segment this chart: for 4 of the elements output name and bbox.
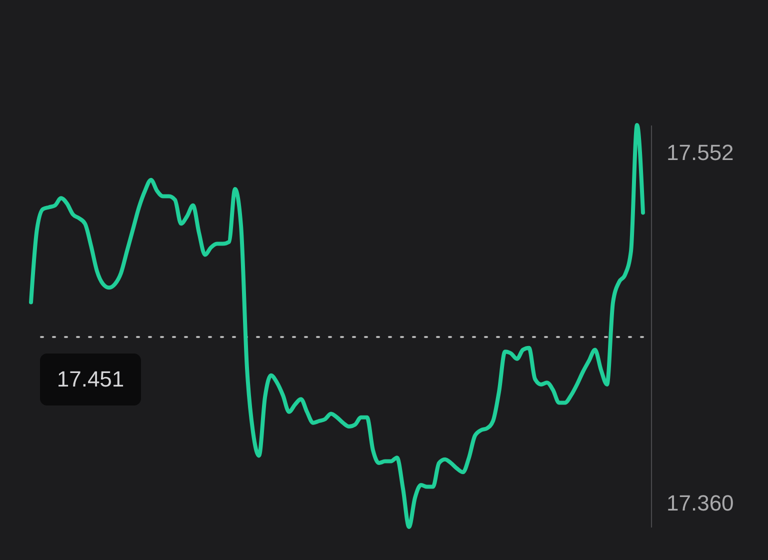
y-tick-label: 17.360	[666, 490, 734, 516]
y-tick-label: 17.552	[666, 140, 734, 165]
line-series	[29, 123, 645, 529]
ref-line-label: 17.451	[56, 366, 124, 392]
